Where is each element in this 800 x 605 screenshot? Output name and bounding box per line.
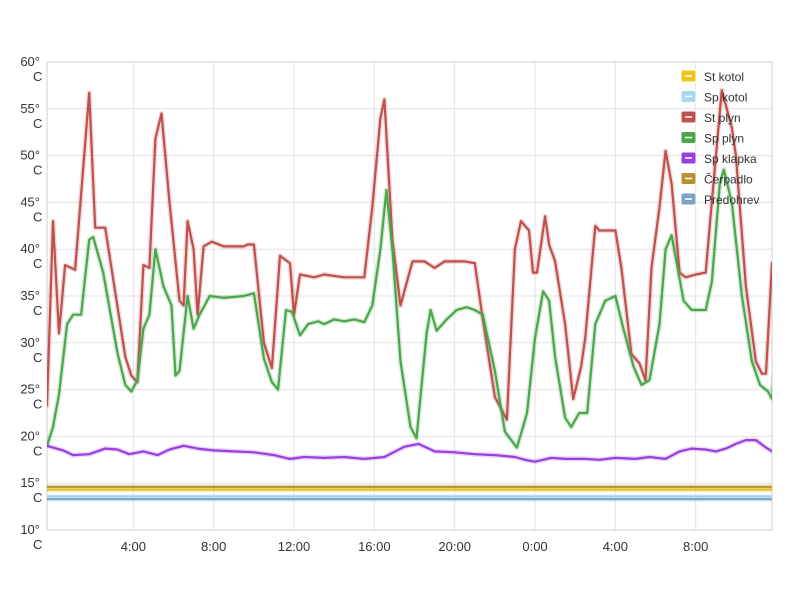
- y-tick-label: 45°: [20, 194, 40, 209]
- y-tick-unit: C: [33, 256, 42, 271]
- legend-label: Predohrev: [704, 193, 759, 207]
- legend-label: Sp plyn: [704, 132, 744, 146]
- y-tick-label: 25°: [20, 382, 40, 397]
- legend-label: St kotol: [704, 70, 744, 84]
- y-tick-unit: C: [33, 163, 42, 178]
- y-tick-unit: C: [33, 397, 42, 412]
- y-tick-label: 40°: [20, 241, 40, 256]
- series-2: [47, 87, 772, 423]
- y-tick-unit: C: [33, 537, 42, 552]
- x-tick-label: 12:00: [278, 539, 311, 554]
- plot-border: [46, 61, 773, 531]
- series-line: [47, 88, 772, 421]
- x-tick-label: 4:00: [603, 539, 628, 554]
- y-tick-unit: C: [33, 209, 42, 224]
- series-line-glow: [47, 167, 772, 451]
- y-tick-unit: C: [33, 69, 42, 84]
- legend-label: Sp klapka: [704, 152, 757, 166]
- y-tick-label: 10°: [20, 522, 40, 537]
- axes: 60°C55°C50°C45°C40°C35°C30°C25°C20°C15°C…: [20, 54, 708, 554]
- x-tick-label: 8:00: [683, 539, 708, 554]
- y-tick-label: 60°: [20, 54, 40, 69]
- legend-item[interactable]: Predohrev: [680, 192, 759, 207]
- x-tick-label: 8:00: [201, 539, 226, 554]
- series-lines: [47, 87, 772, 502]
- y-tick-label: 35°: [20, 288, 40, 303]
- y-tick-label: 30°: [20, 335, 40, 350]
- legend-label: Sp kotol: [704, 91, 747, 105]
- legend-item[interactable]: Čerpadlo: [680, 172, 753, 187]
- series-line: [47, 439, 772, 463]
- y-tick-unit: C: [33, 116, 42, 131]
- series-line: [47, 168, 772, 449]
- y-tick-unit: C: [33, 303, 42, 318]
- y-tick-label: 55°: [20, 101, 40, 116]
- y-tick-label: 15°: [20, 475, 40, 490]
- y-tick-unit: C: [33, 490, 42, 505]
- legend-item[interactable]: St plyn: [680, 110, 741, 125]
- x-tick-label: 4:00: [121, 539, 146, 554]
- legend: St kotol Sp kotol St plyn Sp plyn Sp klapka Č…: [680, 69, 759, 207]
- legend-label: St plyn: [704, 111, 741, 125]
- x-tick-label: 0:00: [522, 539, 547, 554]
- y-tick-unit: C: [33, 350, 42, 365]
- legend-item[interactable]: Sp kotol: [680, 90, 747, 105]
- legend-label: Čerpadlo: [704, 172, 753, 187]
- legend-item[interactable]: Sp plyn: [680, 131, 744, 146]
- y-tick-label: 50°: [20, 148, 40, 163]
- series-3: [47, 167, 772, 451]
- x-tick-label: 20:00: [438, 539, 471, 554]
- legend-item[interactable]: St kotol: [680, 69, 744, 84]
- x-tick-label: 16:00: [358, 539, 391, 554]
- legend-item[interactable]: Sp klapka: [680, 151, 757, 166]
- series-4: [47, 437, 772, 465]
- y-tick-label: 20°: [20, 428, 40, 443]
- y-tick-unit: C: [33, 443, 42, 458]
